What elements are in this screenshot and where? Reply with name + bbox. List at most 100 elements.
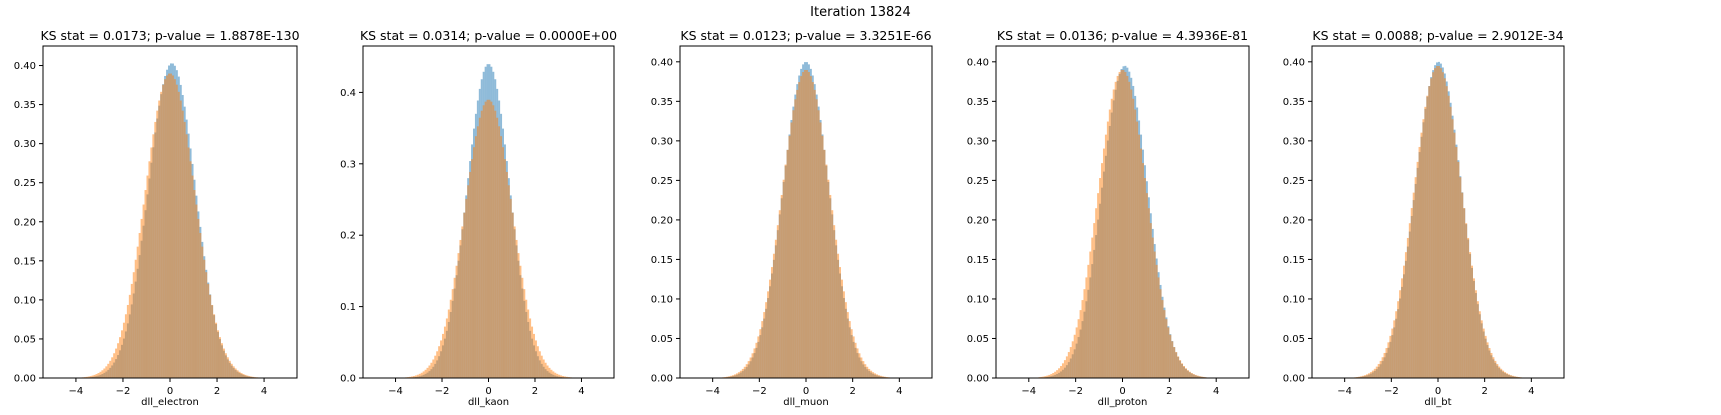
y-tick-label: 0.15 bbox=[651, 255, 673, 266]
hist-bar bbox=[1101, 163, 1103, 378]
hist-bar bbox=[496, 117, 499, 379]
hist-bar bbox=[211, 304, 214, 378]
hist-bar bbox=[755, 342, 758, 378]
y-tick-label: 0.30 bbox=[651, 136, 673, 147]
x-tick-label: −4 bbox=[705, 386, 720, 397]
hist-bar bbox=[1198, 376, 1201, 378]
hist-bar bbox=[1132, 98, 1135, 379]
hist-bar bbox=[837, 253, 840, 378]
hist-bar bbox=[1040, 376, 1043, 378]
hist-bar bbox=[430, 362, 433, 378]
hist-bar bbox=[140, 218, 143, 378]
hist-bar bbox=[1508, 374, 1510, 378]
hist-bar bbox=[511, 212, 514, 378]
hist-bar bbox=[1494, 360, 1497, 378]
hist-bar bbox=[473, 147, 475, 378]
hist-bar bbox=[246, 375, 249, 378]
hist-bar bbox=[1167, 327, 1170, 378]
hist-bar bbox=[1358, 376, 1361, 378]
hist-bar bbox=[848, 321, 851, 378]
hist-bar bbox=[509, 198, 512, 378]
subplot-title: KS stat = 0.0088; p-value = 2.9012E-34 bbox=[1312, 28, 1563, 43]
hist-bar bbox=[1465, 223, 1468, 378]
hist-bar bbox=[1073, 334, 1076, 378]
hist-bar bbox=[519, 265, 522, 378]
y-tick-label: 0.30 bbox=[1283, 136, 1305, 147]
hist-bar bbox=[1449, 106, 1452, 378]
hist-bar bbox=[457, 253, 460, 378]
hist-bar bbox=[796, 89, 799, 378]
hist-bar bbox=[238, 371, 241, 378]
hist-bar bbox=[1381, 357, 1384, 378]
y-tick-label: 0.35 bbox=[967, 97, 989, 108]
hist-bar bbox=[507, 185, 510, 378]
hist-bar bbox=[1473, 278, 1475, 378]
hist-bar bbox=[1134, 109, 1137, 379]
hist-bar bbox=[1500, 368, 1503, 378]
hist-bar bbox=[87, 376, 90, 378]
hist-bar bbox=[482, 105, 485, 378]
y-tick-label: 0.05 bbox=[967, 334, 989, 345]
hist-bar bbox=[422, 371, 425, 378]
hist-bar bbox=[872, 372, 875, 378]
hist-bar bbox=[778, 210, 781, 378]
hist-bar bbox=[1439, 68, 1442, 378]
hist-bar bbox=[471, 159, 474, 378]
hist-bar bbox=[199, 232, 202, 378]
hist-bar bbox=[819, 122, 822, 378]
hist-bar bbox=[780, 194, 783, 378]
y-tick-label: 0.20 bbox=[14, 217, 36, 228]
hist-bar bbox=[128, 294, 131, 378]
hist-bar bbox=[203, 259, 206, 378]
hist-bar bbox=[1373, 368, 1376, 378]
hist-bar bbox=[122, 322, 125, 378]
hist-bar bbox=[527, 309, 530, 378]
hist-bar bbox=[205, 272, 208, 378]
hist-bar bbox=[825, 164, 828, 378]
hist-bar bbox=[244, 374, 247, 378]
x-tick-label: 2 bbox=[532, 386, 538, 397]
hist-bar bbox=[242, 374, 245, 378]
hist-bar bbox=[420, 372, 423, 378]
hist-bar bbox=[1504, 372, 1507, 378]
hist-bar bbox=[807, 72, 810, 379]
hist-bar bbox=[181, 110, 184, 379]
hist-bar bbox=[562, 376, 565, 378]
hist-bar bbox=[1184, 368, 1187, 378]
x-tick-label: 4 bbox=[1213, 386, 1219, 397]
hist-bar bbox=[97, 373, 100, 378]
hist-bar bbox=[732, 375, 735, 378]
hist-bar bbox=[1463, 208, 1466, 378]
hist-bar bbox=[502, 147, 504, 378]
hist-bar bbox=[1387, 342, 1390, 378]
hist-bar bbox=[101, 370, 104, 378]
hist-bar bbox=[1124, 71, 1127, 379]
hist-bar bbox=[498, 126, 501, 378]
hist-bar bbox=[89, 376, 92, 378]
hist-bar bbox=[248, 376, 251, 378]
x-tick-label: −4 bbox=[1337, 386, 1352, 397]
hist-bar bbox=[763, 312, 766, 378]
hist-bar bbox=[866, 366, 869, 378]
hist-bar bbox=[412, 376, 415, 378]
hist-bar bbox=[447, 309, 450, 378]
hist-bar bbox=[136, 246, 139, 378]
hist-bar bbox=[1375, 366, 1378, 378]
hist-bar bbox=[1385, 348, 1388, 378]
hist-bar bbox=[1360, 376, 1363, 378]
y-tick-label: 0.00 bbox=[651, 374, 673, 385]
hist-bar bbox=[786, 149, 789, 378]
hist-bar bbox=[1414, 177, 1417, 378]
hist-bar bbox=[503, 159, 506, 378]
hist-bar bbox=[1142, 163, 1144, 378]
subplot-4: −4 −2 0 2 4 0.00 0.05 0.10 0.15 0.20 0.25 0.30 0.35 0… bbox=[967, 28, 1250, 408]
hist-bar bbox=[1496, 363, 1499, 378]
hist-bar bbox=[99, 371, 102, 378]
x-tick-label: 4 bbox=[1528, 386, 1534, 397]
hist-bar bbox=[1482, 328, 1485, 378]
y-tick-label: 0.1 bbox=[340, 302, 356, 313]
hist-bar bbox=[490, 101, 493, 379]
hist-bar bbox=[146, 175, 149, 378]
hist-bar bbox=[806, 69, 808, 378]
hist-bar bbox=[1383, 352, 1386, 378]
